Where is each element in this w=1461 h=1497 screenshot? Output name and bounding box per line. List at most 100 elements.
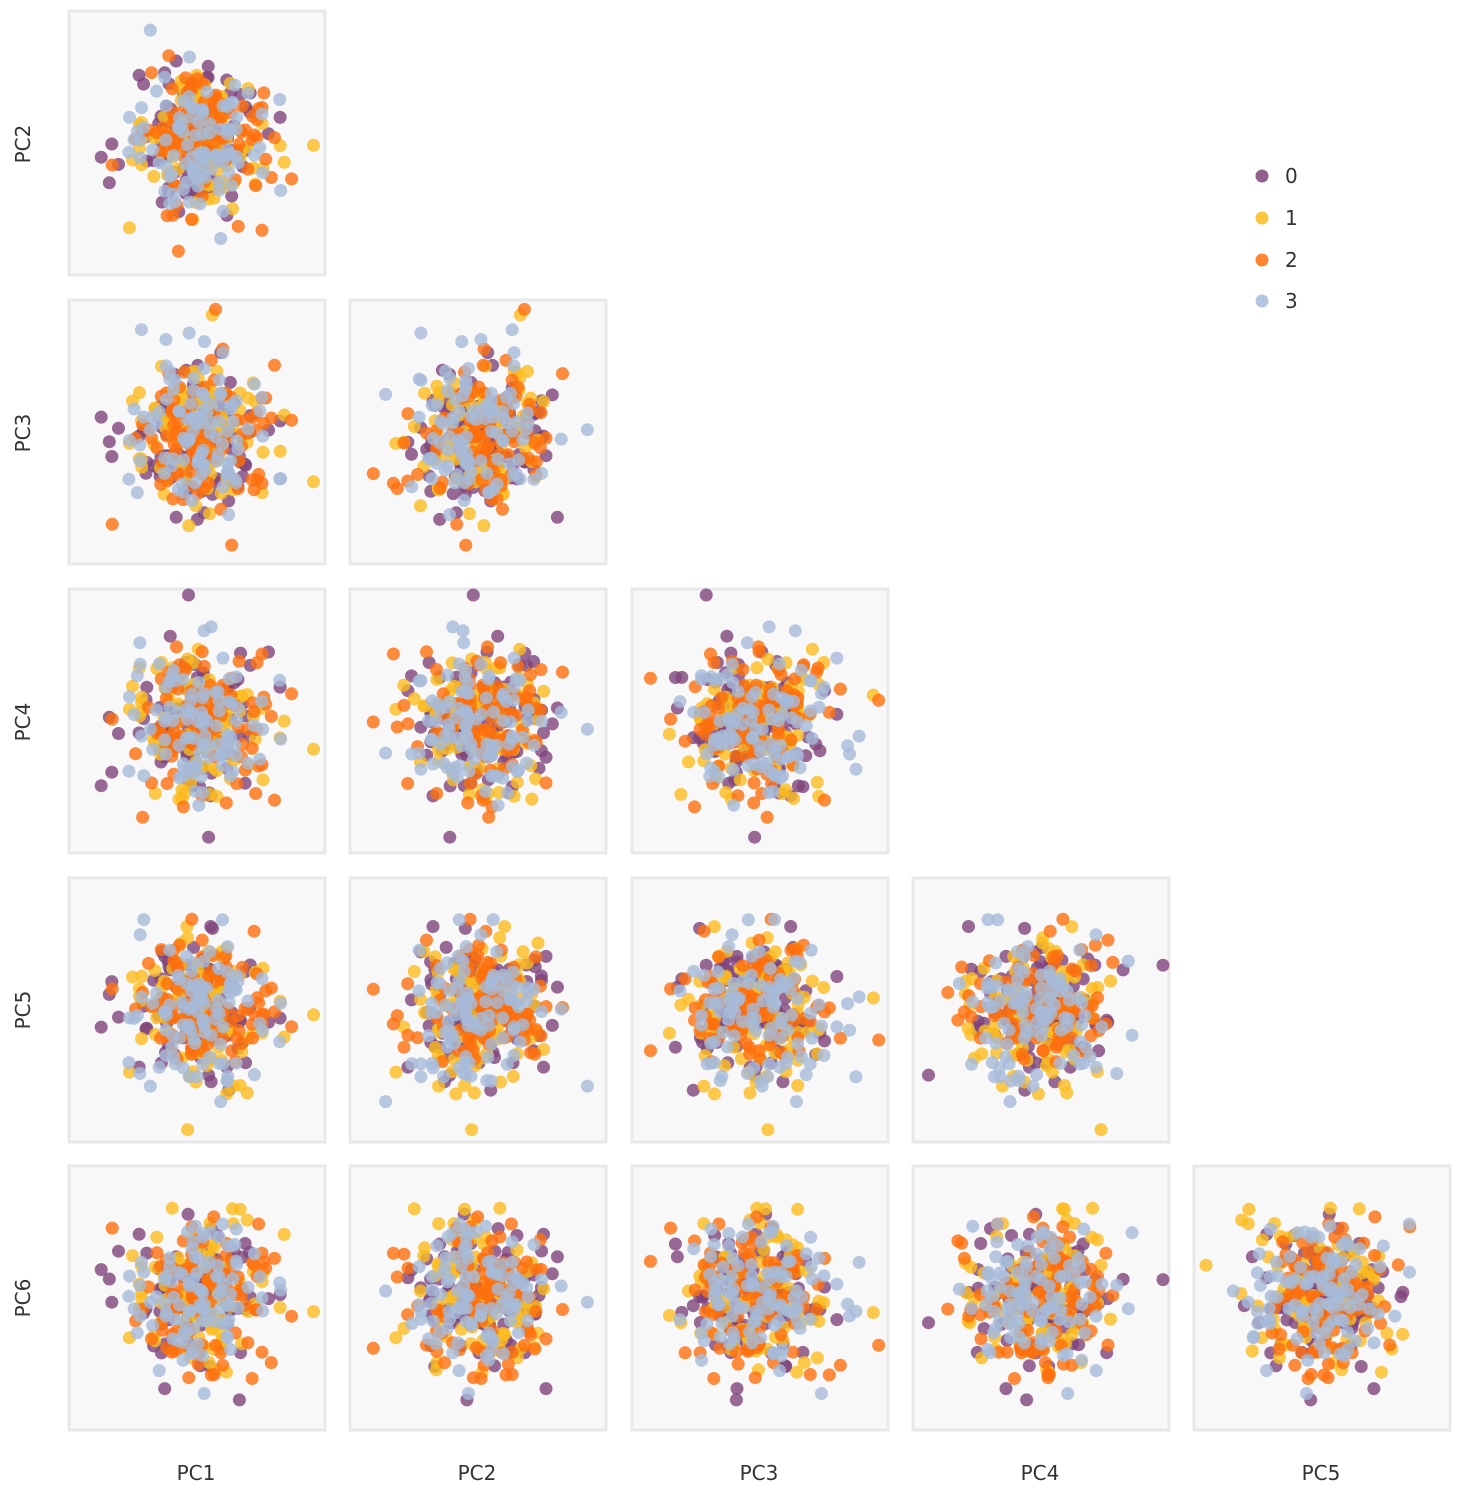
scatter-point-series-1 — [663, 1027, 676, 1040]
scatter-point-series-3 — [123, 111, 136, 124]
scatter-point-series-2 — [398, 437, 411, 450]
scatter-point-series-3 — [216, 913, 229, 926]
scatter-point-series-2 — [556, 666, 569, 679]
scatter-point-series-1 — [761, 1123, 774, 1136]
scatter-point-series-0 — [748, 831, 761, 844]
scatter-point-series-3 — [212, 153, 225, 166]
scatter-point-series-2 — [106, 1222, 119, 1235]
scatter-point-series-3 — [195, 982, 208, 995]
scatter-point-series-3 — [184, 1024, 197, 1037]
scatter-point-series-3 — [198, 1298, 211, 1311]
scatter-point-series-3 — [222, 166, 235, 179]
scatter-point-series-3 — [708, 674, 721, 687]
scatter-point-series-3 — [1003, 1024, 1016, 1037]
scatter-point-series-0 — [103, 1273, 116, 1286]
scatter-point-series-3 — [133, 1279, 146, 1292]
scatter-point-series-3 — [427, 432, 440, 445]
scatter-point-series-3 — [790, 1095, 803, 1108]
scatter-point-series-3 — [511, 415, 524, 428]
scatter-point-series-3 — [491, 478, 504, 491]
scatter-point-series-3 — [160, 712, 173, 725]
scatter-point-series-3 — [480, 980, 493, 993]
scatter-point-series-0 — [112, 422, 125, 435]
scatter-point-series-3 — [216, 1218, 229, 1231]
scatter-point-series-3 — [439, 464, 452, 477]
scatter-point-series-3 — [159, 748, 172, 761]
scatter-point-series-2 — [205, 1368, 218, 1381]
scatter-point-series-2 — [471, 949, 484, 962]
scatter-point-series-3 — [195, 770, 208, 783]
scatter-point-series-3 — [441, 956, 454, 969]
scatter-point-series-3 — [177, 453, 190, 466]
scatter-point-series-3 — [253, 1270, 266, 1283]
scatter-point-series-3 — [212, 685, 225, 698]
scatter-point-series-3 — [451, 468, 464, 481]
scatter-point-series-3 — [737, 975, 750, 988]
scatter-point-series-3 — [214, 232, 227, 245]
scatter-point-series-0 — [720, 630, 733, 643]
scatter-point-series-3 — [496, 1032, 509, 1045]
scatter-point-series-3 — [439, 365, 452, 378]
scatter-point-series-2 — [459, 539, 472, 552]
scatter-point-series-3 — [701, 748, 714, 761]
scatter-point-series-3 — [479, 785, 492, 798]
scatter-point-series-1 — [135, 1032, 148, 1045]
scatter-point-series-3 — [455, 1259, 468, 1272]
scatter-point-series-3 — [695, 673, 708, 686]
scatter-point-series-0 — [233, 1393, 246, 1406]
scatter-point-series-2 — [249, 179, 262, 192]
scatter-point-series-1 — [432, 1217, 445, 1230]
scatter-point-series-3 — [379, 1285, 392, 1298]
scatter-point-series-3 — [712, 966, 725, 979]
scatter-point-series-3 — [431, 398, 444, 411]
scatter-point-series-2 — [252, 1218, 265, 1231]
scatter-point-series-3 — [414, 1070, 427, 1083]
scatter-point-series-3 — [747, 1062, 760, 1075]
scatter-point-series-2 — [391, 1271, 404, 1284]
scatter-point-series-0 — [784, 920, 797, 933]
scatter-point-series-3 — [461, 730, 474, 743]
scatter-point-series-3 — [205, 620, 218, 633]
scatter-point-series-1 — [532, 937, 545, 950]
scatter-point-series-3 — [414, 327, 427, 340]
scatter-point-series-3 — [195, 158, 208, 171]
scatter-point-series-1 — [307, 1008, 320, 1021]
scatter-point-series-3 — [123, 690, 136, 703]
scatter-point-series-2 — [268, 359, 281, 372]
scatter-point-series-2 — [1106, 956, 1119, 969]
scatter-point-series-1 — [307, 475, 320, 488]
scatter-point-series-3 — [172, 706, 185, 719]
scatter-point-series-1 — [806, 975, 819, 988]
scatter-point-series-3 — [210, 719, 223, 732]
scatter-point-series-3 — [197, 458, 210, 471]
scatter-point-series-3 — [135, 990, 148, 1003]
scatter-point-series-1 — [791, 1079, 804, 1092]
scatter-point-series-1 — [150, 1231, 163, 1244]
scatter-point-series-3 — [768, 913, 781, 926]
scatter-point-series-3 — [158, 467, 171, 480]
scatter-point-series-3 — [555, 1003, 568, 1016]
scatter-point-series-3 — [128, 133, 141, 146]
scatter-point-series-3 — [727, 799, 740, 812]
scatter-point-series-3 — [146, 143, 159, 156]
scatter-point-series-0 — [467, 589, 480, 602]
scatter-point-series-2 — [177, 800, 190, 813]
scatter-point-series-2 — [233, 655, 246, 668]
scatter-point-series-2 — [241, 1336, 254, 1349]
scatter-point-series-3 — [853, 730, 866, 743]
scatter-point-series-3 — [415, 1057, 428, 1070]
scatter-point-series-3 — [516, 433, 529, 446]
scatter-point-series-3 — [221, 1330, 234, 1343]
scatter-point-series-3 — [528, 1238, 541, 1251]
scatter-point-series-3 — [768, 743, 781, 756]
scatter-point-series-3 — [242, 423, 255, 436]
scatter-point-series-3 — [698, 969, 711, 982]
scatter-point-series-2 — [524, 1046, 537, 1059]
scatter-point-series-3 — [217, 1317, 230, 1330]
scatter-point-series-2 — [461, 796, 474, 809]
scatter-point-series-2 — [430, 787, 443, 800]
scatter-point-series-3 — [434, 1288, 447, 1301]
scatter-point-series-1 — [962, 1022, 975, 1035]
scatter-point-series-3 — [198, 362, 211, 375]
scatter-point-series-2 — [106, 518, 119, 531]
